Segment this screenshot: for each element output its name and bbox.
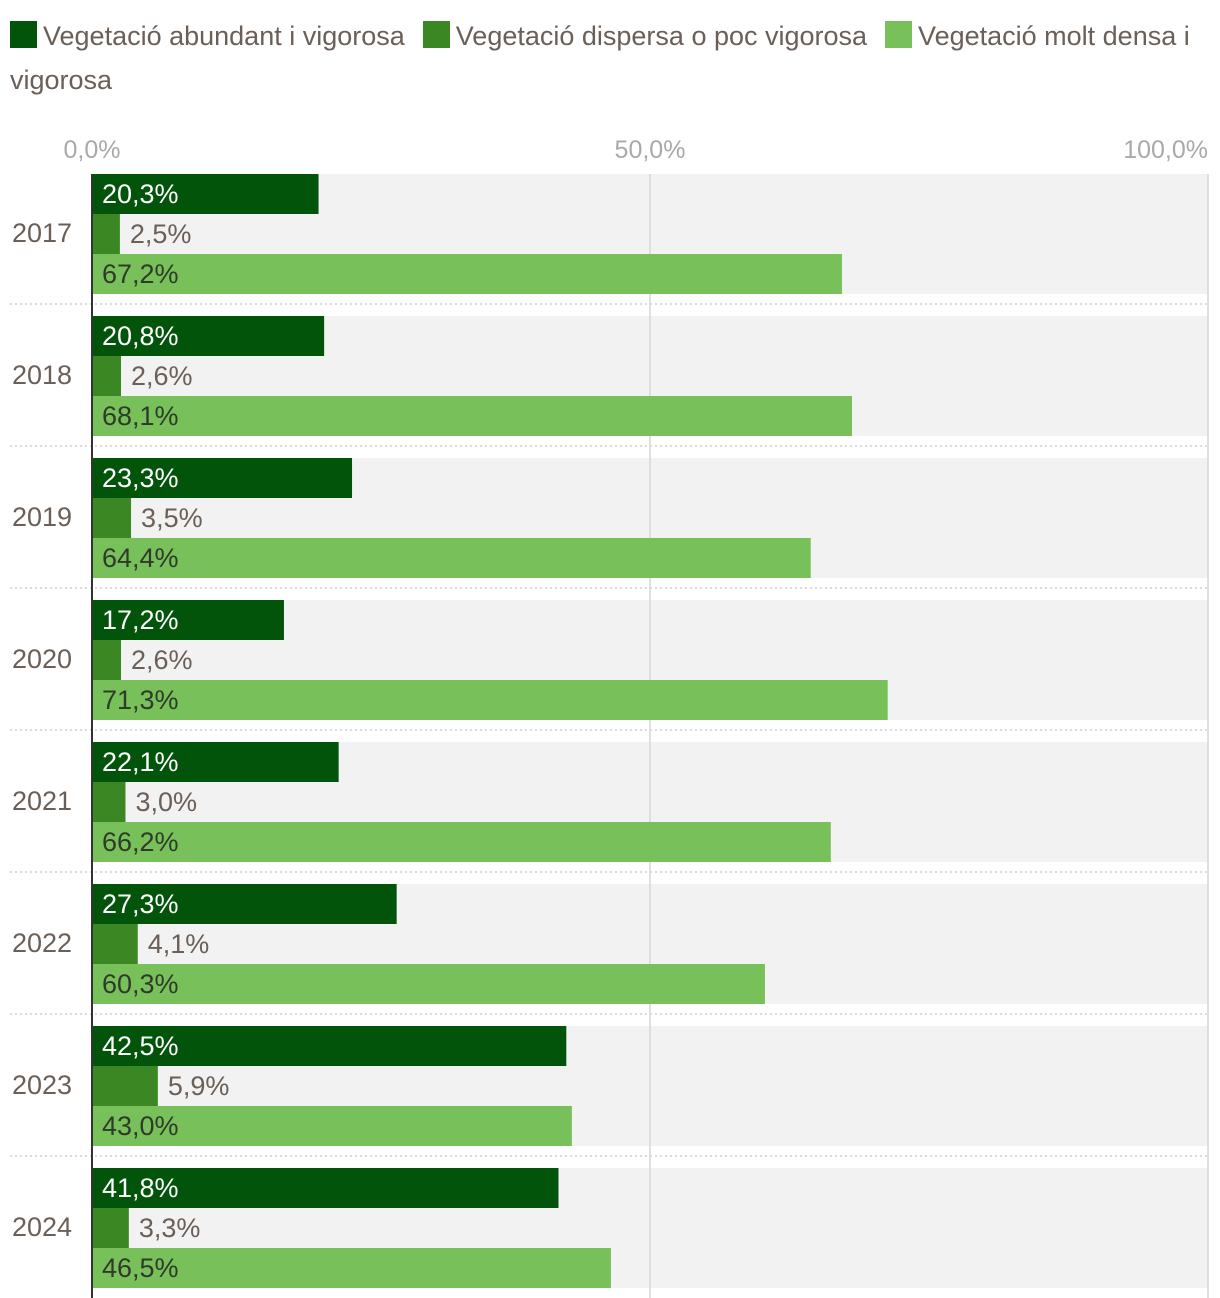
legend-item-1: Vegetació abundant i vigorosa [10, 21, 405, 51]
data-label: 64,4% [102, 543, 179, 573]
y-category-label: 2022 [12, 928, 72, 958]
legend-swatch-3 [885, 21, 913, 48]
x-tick-label: 100,0% [1123, 136, 1208, 164]
bar-2017-series-1 [92, 174, 319, 214]
legend-swatch-2 [422, 21, 450, 48]
data-label: 27,3% [102, 889, 179, 919]
bar-2023-series-2 [92, 1066, 158, 1106]
legend-item-2: Vegetació dispersa o poc vigorosa [422, 21, 868, 51]
bar-2021-series-3 [92, 822, 831, 862]
y-category-label: 2017 [12, 218, 72, 248]
bar-2021-series-2 [92, 782, 126, 822]
data-label: 20,8% [102, 321, 179, 351]
bar-2018-series-1 [92, 316, 325, 356]
legend-label-1: Vegetació abundant i vigorosa [43, 21, 405, 51]
y-category-label: 2018 [12, 360, 72, 390]
data-label: 5,9% [168, 1071, 230, 1101]
y-category-label: 2021 [12, 786, 72, 816]
data-label: 67,2% [102, 259, 179, 289]
data-label: 41,8% [102, 1173, 179, 1203]
bar-2024-series-1 [92, 1168, 559, 1208]
bar-2023-series-3 [92, 1106, 572, 1146]
legend-swatch-1 [10, 21, 37, 48]
bar-2019-series-1 [92, 458, 353, 498]
data-label: 2,5% [130, 219, 192, 249]
bar-2020-series-3 [92, 680, 888, 720]
data-label: 4,1% [148, 929, 210, 959]
bar-2017-series-2 [92, 214, 120, 254]
data-label: 3,5% [141, 503, 203, 533]
bar-2019-series-3 [92, 538, 811, 578]
bar-2021-series-1 [92, 742, 339, 782]
bar-2022-series-1 [92, 884, 397, 924]
bar-2023-series-1 [92, 1026, 567, 1066]
bar-2024-series-3 [92, 1248, 611, 1288]
bar-2018-series-2 [92, 356, 122, 396]
x-tick-label: 50,0% [615, 136, 686, 164]
data-label: 42,5% [102, 1031, 179, 1061]
bar-2018-series-3 [92, 396, 852, 436]
y-category-label: 2023 [12, 1070, 72, 1100]
legend-item-3: Vegetació molt densa i vigorosa [10, 21, 1190, 95]
data-label: 46,5% [102, 1253, 179, 1283]
legend-label-2: Vegetació dispersa o poc vigorosa [455, 21, 868, 51]
bar-2019-series-2 [92, 498, 132, 538]
legend-label-3: Vegetació molt densa i vigorosa [10, 21, 1190, 95]
bar-2020-series-2 [92, 640, 122, 680]
data-label: 2,6% [131, 645, 193, 675]
data-label: 2,6% [131, 361, 193, 391]
data-label: 23,3% [102, 463, 179, 493]
legend: Vegetació abundant i vigorosa Vegetació d… [10, 14, 1200, 102]
y-category-label: 2024 [12, 1212, 72, 1242]
bar-2020-series-1 [92, 600, 284, 640]
data-label: 20,3% [102, 179, 179, 209]
data-label: 71,3% [102, 685, 179, 715]
y-category-label: 2019 [12, 502, 72, 532]
data-label: 60,3% [102, 969, 179, 999]
bar-2022-series-3 [92, 964, 765, 1004]
x-tick-label: 0,0% [64, 136, 121, 164]
data-label: 66,2% [102, 827, 179, 857]
data-label: 22,1% [102, 747, 179, 777]
data-label: 3,0% [135, 787, 197, 817]
bar-2022-series-2 [92, 924, 138, 964]
bar-2024-series-2 [92, 1208, 129, 1248]
y-category-label: 2020 [12, 644, 72, 674]
data-label: 17,2% [102, 605, 179, 635]
bar-2017-series-3 [92, 254, 842, 294]
data-label: 43,0% [102, 1111, 179, 1141]
data-label: 3,3% [139, 1213, 201, 1243]
data-label: 68,1% [102, 401, 179, 431]
